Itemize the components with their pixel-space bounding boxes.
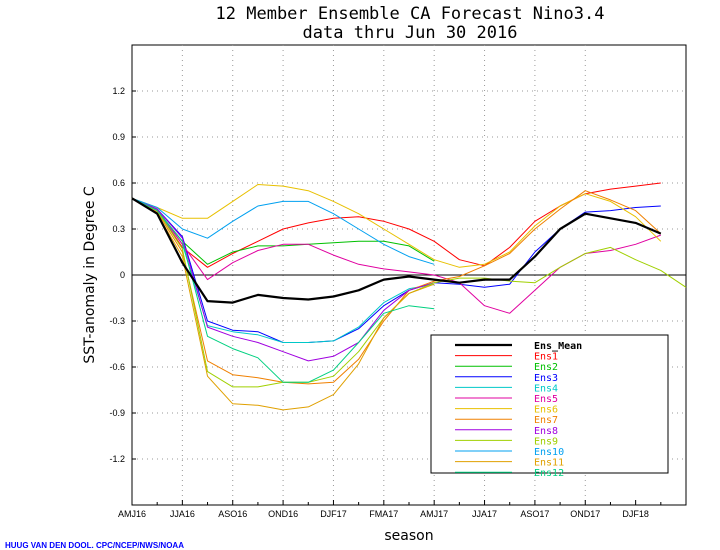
y-tick-label: 0.6 [112, 178, 125, 188]
x-tick-label: AMJ17 [420, 509, 448, 519]
legend-label: Ens2 [534, 362, 558, 373]
y-tick-label: -0.6 [109, 362, 125, 372]
series-line-ens8 [131, 197, 435, 362]
y-tick-label: 0.3 [112, 224, 125, 234]
y-tick-label: 0 [120, 270, 125, 280]
y-tick-label: 0.9 [112, 132, 125, 142]
x-axis-ticks: AMJ16 JJA16 ASO16 OND16 DJF17 FMA17 AMJ17 JJA17… [118, 500, 687, 519]
y-tick-label: -0.9 [109, 408, 125, 418]
legend-label: Ens11 [534, 458, 564, 469]
legend-box [430, 334, 669, 474]
legend: Ens_MeanEns1Ens2Ens3Ens4Ens5Ens6Ens7Ens8… [430, 334, 669, 479]
y-axis-ticks: 1.2 0.9 0.6 0.3 0 -0.3 -0.6 -0.9 -1.2 [109, 86, 136, 464]
y-axis-label: SST-anomaly in Degree C [82, 186, 98, 364]
x-tick-label: ASO16 [218, 509, 247, 519]
legend-label: Ens6 [534, 405, 558, 416]
legend-label: Ens5 [534, 394, 558, 405]
x-tick-label: OND16 [268, 509, 298, 519]
series-line-ens-mean [131, 197, 662, 304]
x-tick-label: DJF18 [622, 509, 649, 519]
legend-items: Ens_MeanEns1Ens2Ens3Ens4Ens5Ens6Ens7Ens8… [455, 341, 582, 479]
legend-label: Ens1 [534, 352, 558, 363]
series-lines [131, 182, 687, 411]
legend-label: Ens9 [534, 436, 558, 447]
x-tick-label: JJA16 [170, 509, 195, 519]
chart-subtitle: data thru Jun 30 2016 [303, 23, 518, 43]
x-tick-label: FMA17 [369, 509, 398, 519]
credit-line: HUUG VAN DEN DOOL. CPC/NCEP/NWS/NOAA [5, 541, 184, 550]
legend-label: Ens8 [534, 426, 558, 437]
x-tick-label: ASO17 [520, 509, 549, 519]
legend-label: Ens_Mean [534, 341, 582, 352]
series-line-ens12 [131, 197, 435, 383]
legend-label: Ens4 [534, 383, 558, 394]
series-line-ens6 [131, 184, 662, 268]
chart-title: 12 Member Ensemble CA Forecast Nino3.4 [216, 4, 605, 24]
y-tick-label: -1.2 [109, 454, 125, 464]
series-line-ens11 [131, 197, 435, 411]
legend-label: Ens3 [534, 373, 558, 384]
y-tick-label: -0.3 [109, 316, 125, 326]
x-axis-label: season [384, 528, 433, 544]
legend-label: Ens10 [534, 447, 564, 458]
x-tick-label: DJF17 [320, 509, 347, 519]
x-tick-label: JJA17 [472, 509, 497, 519]
y-tick-label: 1.2 [112, 86, 125, 96]
x-tick-label: AMJ16 [118, 509, 146, 519]
series-line-ens10 [131, 197, 435, 265]
legend-label: Ens7 [534, 415, 558, 426]
legend-label: Ens12 [534, 468, 564, 479]
x-tick-label: OND17 [570, 509, 600, 519]
